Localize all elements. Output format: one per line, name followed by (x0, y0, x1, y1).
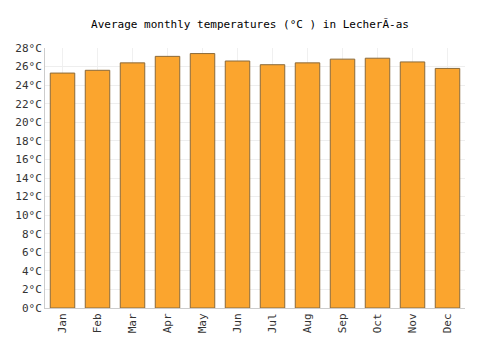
svg-text:Sep: Sep (336, 313, 349, 333)
svg-text:22°C: 22°C (15, 98, 42, 111)
svg-text:Apr: Apr (161, 313, 174, 333)
svg-text:28°C: 28°C (15, 42, 42, 55)
svg-text:6°C: 6°C (22, 246, 42, 259)
svg-text:Jul: Jul (266, 313, 279, 333)
svg-text:8°C: 8°C (22, 228, 42, 241)
svg-text:Jan: Jan (56, 313, 69, 333)
svg-text:0°C: 0°C (22, 302, 42, 315)
svg-text:12°C: 12°C (15, 190, 42, 203)
svg-text:24°C: 24°C (15, 79, 42, 92)
svg-text:2°C: 2°C (22, 283, 42, 296)
svg-text:Mar: Mar (126, 313, 139, 333)
svg-text:May: May (196, 313, 209, 333)
svg-text:Feb: Feb (91, 313, 104, 333)
svg-text:20°C: 20°C (15, 116, 42, 129)
svg-text:Jun: Jun (231, 313, 244, 333)
svg-text:18°C: 18°C (15, 135, 42, 148)
svg-text:16°C: 16°C (15, 153, 42, 166)
svg-text:Aug: Aug (301, 313, 314, 333)
svg-text:14°C: 14°C (15, 172, 42, 185)
svg-text:26°C: 26°C (15, 60, 42, 73)
svg-text:Dec: Dec (441, 313, 454, 333)
svg-text:4°C: 4°C (22, 265, 42, 278)
svg-text:Oct: Oct (371, 313, 384, 333)
svg-text:Nov: Nov (406, 313, 419, 333)
svg-text:Average monthly temperatures (: Average monthly temperatures (°C ) in Le… (91, 18, 409, 31)
svg-text:10°C: 10°C (15, 209, 42, 222)
